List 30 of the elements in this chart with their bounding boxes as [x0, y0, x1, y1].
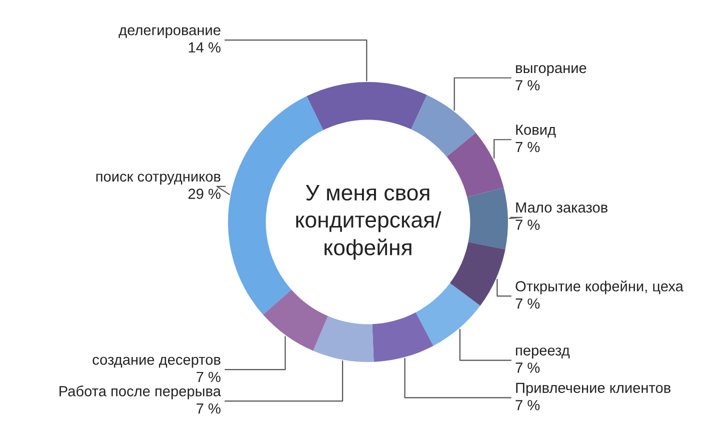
donut-slice: [411, 95, 476, 157]
slice-label: делегирование: [118, 27, 220, 38]
text: У меня своя кондитерская/ кофейня: [296, 185, 442, 260]
data-label: 29 %: [188, 188, 220, 199]
donut-slice: [467, 188, 508, 250]
slice-label: Ковид: [516, 124, 556, 138]
data-label: 7 %: [516, 400, 540, 410]
donut-slice: [372, 312, 434, 362]
data-label: 7 %: [516, 80, 540, 90]
slice-label: Привлечение клиентов: [516, 382, 670, 396]
data-label: 7 %: [196, 372, 220, 382]
slice-label: Работа после перерыва: [60, 386, 222, 400]
slice-label: переезд: [516, 348, 570, 358]
data-label: 7 %: [516, 298, 540, 309]
donut-slice: [263, 290, 328, 351]
slice-label: поиск сотрудников: [96, 174, 220, 185]
slice-label: создание десертов: [92, 356, 220, 368]
slice-label: Открытие кофейни, цеха: [516, 280, 684, 294]
data-label: 7 %: [196, 403, 220, 414]
data-label: 7 %: [516, 362, 540, 373]
donut-slice: [416, 283, 480, 346]
slice-label: Мало заказов: [516, 202, 608, 213]
data-label: 14 %: [188, 42, 220, 53]
donut-slice: [446, 132, 504, 197]
donut-slice: [313, 316, 374, 362]
donut-slice: [450, 242, 506, 306]
donut-slice: [306, 82, 427, 130]
data-label: 7 %: [516, 220, 540, 230]
data-label: 7 %: [516, 142, 540, 152]
slice-label: выгорание: [516, 65, 586, 76]
